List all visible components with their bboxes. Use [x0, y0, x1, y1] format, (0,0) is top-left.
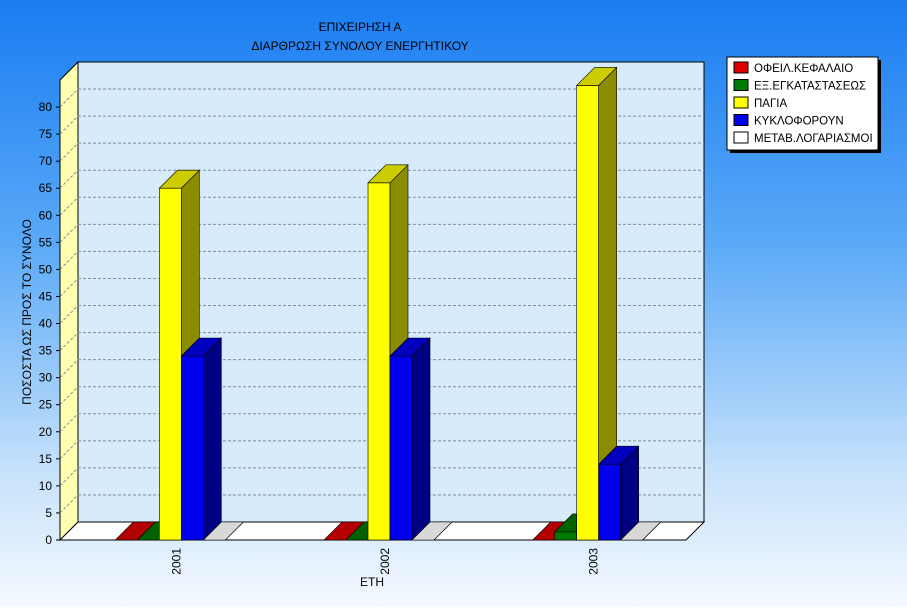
y-tick-label: 30	[39, 371, 53, 385]
bar	[619, 521, 662, 541]
bar-front	[367, 182, 391, 541]
legend-swatch	[733, 96, 749, 109]
plot-area: 0 5 10 15 20 25 30 35 40 45 50 55 60 65 70 75 80 2001 2002…	[39, 60, 706, 575]
legend-swatch	[733, 61, 749, 74]
x-tick-label: 2001	[169, 548, 183, 575]
legend: ΟΦΕΙΛ.ΚΕΦΑΛΑΙΟ ΕΞ.ΕΓΚΑΤΑΣΤΑΣΕΩΣ ΠΑΓΙΑ ΚΥΚΛΟ…	[726, 56, 881, 153]
y-axis-label: ΠΟΣΟΣΤΑ ΩΣ ΠΡΟΣ ΤΟ ΣΥΝΟΛΟ	[20, 219, 34, 405]
bar	[411, 521, 453, 541]
bar-side	[203, 337, 222, 541]
y-tick-label: 35	[39, 344, 53, 358]
gridline-side	[59, 494, 79, 514]
legend-box	[726, 56, 879, 151]
y-tick-label: 5	[45, 506, 52, 520]
bar-front	[389, 355, 413, 541]
bar-top	[367, 164, 409, 184]
bar-front	[576, 85, 599, 541]
bar-front	[554, 531, 577, 541]
bar-front	[598, 463, 621, 541]
gridline-side	[59, 88, 79, 108]
bar-top	[597, 445, 640, 465]
chart-subtitle: ΔΙΑΡΘΡΩΣΗ ΣΥΝΟΛΟΥ ΕΝΕΡΓΗΤΙΚΟΥ	[251, 39, 468, 53]
gridline-side	[59, 196, 79, 216]
y-tick-label: 55	[39, 235, 53, 249]
bar	[597, 445, 640, 541]
y-tick-label: 0	[45, 533, 52, 547]
bar-top	[575, 67, 618, 86]
y-tick-label: 25	[39, 398, 53, 412]
gridline-side	[59, 386, 79, 406]
bar	[180, 337, 223, 541]
bar	[202, 521, 245, 541]
bar	[389, 337, 431, 541]
legend-label: ΠΑΓΙΑ	[754, 98, 788, 110]
gridline-side	[59, 332, 79, 351]
x-tick-label: 2002	[378, 548, 392, 575]
gridline-side	[59, 251, 79, 270]
y-tick-label: 10	[39, 479, 53, 493]
bar-side	[411, 337, 431, 541]
bar-top	[158, 169, 201, 189]
bar	[575, 66, 618, 541]
y-tick-label: 20	[39, 425, 53, 439]
gridline-side	[59, 142, 79, 162]
legend-label: ΚΥΚΛΟΦΟΡΟΥΝ	[754, 116, 844, 128]
y-tick-label: 15	[39, 452, 53, 466]
legend-swatch	[733, 114, 749, 126]
x-axis-label: ΕΤΗ	[360, 575, 384, 589]
y-tick-label: 70	[39, 154, 53, 168]
side-wall	[59, 60, 79, 542]
chart-title: ΕΠΙΧΕΙΡΗΣΗ Α	[319, 20, 402, 34]
bar-front	[159, 187, 182, 541]
gridline-side	[59, 413, 79, 433]
bar-top	[180, 337, 223, 357]
bar-top	[411, 521, 453, 541]
y-tick-label: 65	[39, 181, 53, 195]
gridline-side	[59, 115, 79, 135]
bar-top	[619, 521, 662, 541]
x-tick-label: 2003	[587, 548, 601, 575]
gridline-side	[59, 467, 79, 487]
gridline-side	[59, 223, 79, 243]
y-tick-label: 75	[39, 127, 53, 141]
legend-label: ΟΦΕΙΛ.ΚΕΦΑΛΑΙΟ	[754, 63, 853, 75]
bar-front	[181, 355, 204, 541]
gridline-side	[59, 440, 79, 460]
bar-top	[202, 521, 245, 541]
gridline-side	[59, 305, 79, 324]
gridline-side	[59, 169, 79, 189]
y-tick-label: 60	[39, 208, 53, 222]
y-tick-label: 40	[39, 317, 53, 331]
legend-swatch	[733, 79, 749, 91]
legend-label: ΕΞ.ΕΓΚΑΤΑΣΤΑΣΕΩΣ	[754, 81, 866, 93]
legend-swatch	[733, 131, 749, 144]
gridline-side	[59, 359, 79, 379]
y-tick-label: 50	[39, 262, 53, 276]
y-tick-label: 45	[39, 289, 53, 303]
y-tick-label: 80	[39, 100, 53, 114]
bar-top	[389, 337, 431, 357]
legend-label: ΜΕΤΑΒ.ΛΟΓΑΡΙΑΣΜΟΙ	[754, 133, 873, 145]
gridline-side	[59, 278, 79, 297]
